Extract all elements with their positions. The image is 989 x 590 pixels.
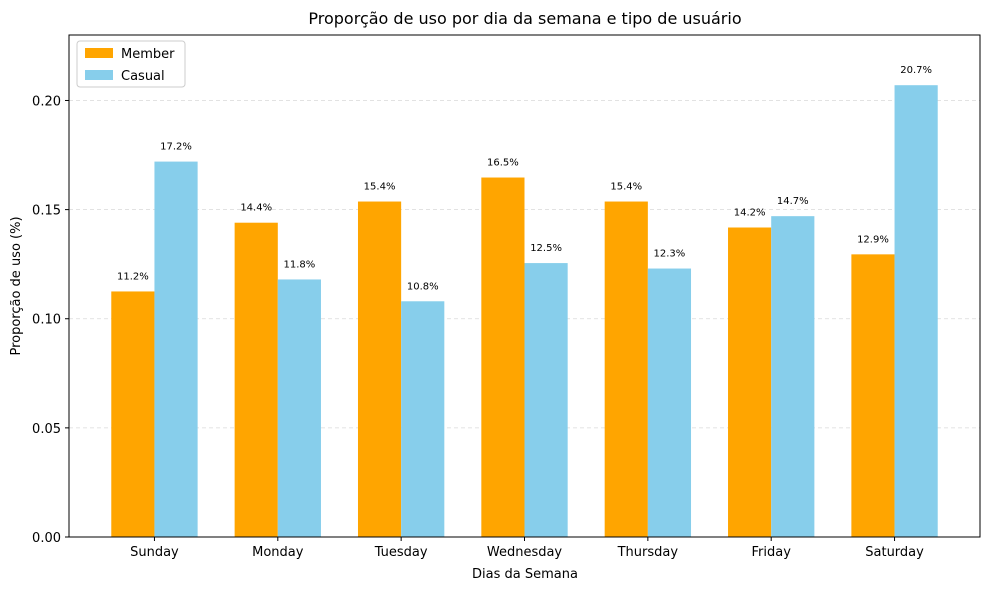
y-tick-label: 0.05 [32,422,61,437]
data-label: 14.4% [240,203,272,214]
bar-casual-tuesday [401,301,445,537]
data-label: 12.3% [654,249,686,260]
x-tick-label: Wednesday [487,545,563,560]
bar-casual-thursday [647,268,692,537]
x-tick-label: Thursday [617,545,679,560]
bar-casual-saturday [894,85,938,537]
x-tick-label: Sunday [130,545,179,560]
data-label: 16.5% [487,158,519,169]
axes: Sunday Monday Tuesday Wednesday Thursday Frid… [32,34,981,560]
x-tick-label: Saturday [865,545,924,560]
legend-swatch-member [85,48,113,58]
data-label: 15.4% [610,182,642,193]
data-label: 11.2% [117,271,149,282]
bar-member-saturday [851,254,895,537]
bar-member-thursday [604,201,648,537]
data-label: 14.7% [777,196,809,207]
bar-member-monday [234,222,278,537]
chart-title: Proporção de uso por dia da semana e tip… [308,9,741,28]
legend: Member Casual [76,40,186,88]
data-label: 20.7% [900,65,932,76]
bar-member-sunday [111,291,155,537]
bar-member-tuesday [357,201,402,537]
data-label: 12.9% [857,234,889,245]
data-label: 15.4% [364,182,396,193]
legend-swatch-casual [85,70,113,80]
y-tick-label: 0.10 [32,313,61,328]
legend-label-casual: Casual [121,69,165,84]
x-tick-label: Monday [252,545,304,560]
data-label: 12.5% [530,243,562,254]
plot-frame [68,34,981,538]
bar-casual-monday [277,279,321,537]
x-tick-label: Friday [751,545,791,560]
data-label: 11.8% [283,259,315,270]
y-tick-label: 0.20 [32,94,61,109]
x-axis-label: Dias da Semana [472,567,578,582]
bar-casual-sunday [154,161,198,537]
bar-member-wednesday [481,177,525,537]
y-tick-label: 0.00 [32,531,61,546]
bar-casual-wednesday [524,263,568,537]
bars [111,85,938,537]
data-label: 17.2% [160,142,192,153]
y-axis-label: Proporção de uso (%) [9,216,24,355]
x-tick-label: Tuesday [374,545,428,560]
data-label: 14.2% [734,208,766,219]
data-label: 10.8% [407,281,439,292]
bar-member-friday [728,227,772,537]
y-tick-label: 0.15 [32,204,61,219]
legend-label-member: Member [121,47,175,62]
bar-casual-friday [771,216,815,537]
data-labels: 11.2% 17.2% 14.4% 11.8% 15.4% 10.8% 16.5% 12.5%… [117,65,932,292]
